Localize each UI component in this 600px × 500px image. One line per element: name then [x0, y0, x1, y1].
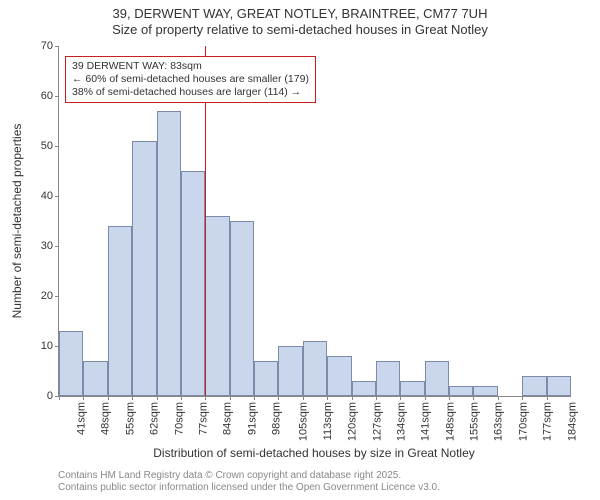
- histogram-bar: [449, 386, 473, 396]
- x-tick-label: 134sqm: [396, 402, 408, 441]
- title-block: 39, DERWENT WAY, GREAT NOTLEY, BRAINTREE…: [0, 6, 600, 39]
- x-tick-mark: [230, 396, 231, 400]
- histogram-bar: [352, 381, 376, 396]
- x-tick-mark: [547, 396, 548, 400]
- histogram-bar: [132, 141, 156, 396]
- x-tick-mark: [449, 396, 450, 400]
- x-tick-label: 120sqm: [347, 402, 359, 441]
- y-tick-label: 40: [27, 190, 53, 202]
- x-tick-mark: [400, 396, 401, 400]
- title-line-2: Size of property relative to semi-detach…: [0, 22, 600, 38]
- histogram-bar: [157, 111, 181, 396]
- y-tick-mark: [55, 246, 59, 247]
- plot-area: 01020304050607041sqm48sqm55sqm62sqm70sqm…: [58, 46, 571, 397]
- histogram-bar: [376, 361, 400, 396]
- histogram-bar: [425, 361, 449, 396]
- x-tick-label: 141sqm: [420, 402, 432, 441]
- y-tick-label: 20: [27, 290, 53, 302]
- x-tick-mark: [522, 396, 523, 400]
- x-tick-label: 84sqm: [222, 402, 234, 435]
- callout-line: 39 DERWENT WAY: 83sqm: [72, 60, 309, 73]
- x-tick-label: 62sqm: [149, 402, 161, 435]
- histogram-bar: [400, 381, 424, 396]
- y-tick-mark: [55, 46, 59, 47]
- x-tick-label: 91sqm: [246, 402, 258, 435]
- x-tick-label: 163sqm: [493, 402, 505, 441]
- x-tick-mark: [352, 396, 353, 400]
- histogram-bar: [108, 226, 132, 396]
- x-tick-label: 105sqm: [298, 402, 310, 441]
- y-tick-mark: [55, 196, 59, 197]
- x-tick-mark: [181, 396, 182, 400]
- histogram-bar: [327, 356, 351, 396]
- x-tick-label: 98sqm: [271, 402, 283, 435]
- x-tick-mark: [157, 396, 158, 400]
- x-tick-mark: [327, 396, 328, 400]
- histogram-bar: [205, 216, 229, 396]
- x-tick-label: 127sqm: [371, 402, 383, 441]
- y-tick-label: 0: [27, 390, 53, 402]
- histogram-bar: [522, 376, 546, 396]
- x-tick-label: 48sqm: [100, 402, 112, 435]
- x-tick-label: 55sqm: [124, 402, 136, 435]
- y-tick-label: 50: [27, 140, 53, 152]
- y-tick-mark: [55, 146, 59, 147]
- x-tick-label: 170sqm: [517, 402, 529, 441]
- x-tick-label: 113sqm: [322, 402, 334, 440]
- histogram-bar: [59, 331, 83, 396]
- x-tick-mark: [303, 396, 304, 400]
- y-tick-label: 30: [27, 240, 53, 252]
- histogram-bar: [303, 341, 327, 396]
- y-axis-label: Number of semi-detached properties: [10, 91, 24, 351]
- x-tick-label: 77sqm: [197, 402, 209, 435]
- credits-block: Contains HM Land Registry data © Crown c…: [58, 470, 440, 494]
- x-tick-label: 184sqm: [566, 402, 578, 441]
- title-line-1: 39, DERWENT WAY, GREAT NOTLEY, BRAINTREE…: [0, 6, 600, 22]
- x-axis-label: Distribution of semi-detached houses by …: [58, 446, 570, 460]
- y-tick-label: 60: [27, 90, 53, 102]
- x-tick-mark: [205, 396, 206, 400]
- x-tick-label: 155sqm: [469, 402, 481, 441]
- histogram-bar: [83, 361, 107, 396]
- chart-container: 39, DERWENT WAY, GREAT NOTLEY, BRAINTREE…: [0, 0, 600, 500]
- x-tick-mark: [278, 396, 279, 400]
- histogram-bar: [473, 386, 497, 396]
- x-tick-mark: [425, 396, 426, 400]
- x-tick-label: 177sqm: [542, 402, 554, 441]
- histogram-bar: [278, 346, 302, 396]
- x-tick-mark: [59, 396, 60, 400]
- x-tick-mark: [254, 396, 255, 400]
- callout-line: ← 60% of semi-detached houses are smalle…: [72, 73, 309, 86]
- x-tick-mark: [108, 396, 109, 400]
- callout-line: 38% of semi-detached houses are larger (…: [72, 86, 309, 99]
- histogram-bar: [547, 376, 571, 396]
- x-tick-mark: [498, 396, 499, 400]
- histogram-bar: [181, 171, 205, 396]
- histogram-bar: [230, 221, 254, 396]
- y-tick-mark: [55, 96, 59, 97]
- callout-box: 39 DERWENT WAY: 83sqm← 60% of semi-detac…: [65, 56, 316, 103]
- x-tick-label: 41sqm: [76, 402, 88, 435]
- x-tick-mark: [473, 396, 474, 400]
- y-tick-mark: [55, 296, 59, 297]
- y-tick-label: 70: [27, 40, 53, 52]
- x-tick-label: 70sqm: [173, 402, 185, 435]
- credit-line-1: Contains HM Land Registry data © Crown c…: [58, 470, 440, 482]
- y-tick-label: 10: [27, 340, 53, 352]
- x-tick-mark: [83, 396, 84, 400]
- x-tick-mark: [376, 396, 377, 400]
- x-tick-mark: [132, 396, 133, 400]
- histogram-bar: [254, 361, 278, 396]
- x-tick-label: 148sqm: [444, 402, 456, 441]
- credit-line-2: Contains public sector information licen…: [58, 482, 440, 494]
